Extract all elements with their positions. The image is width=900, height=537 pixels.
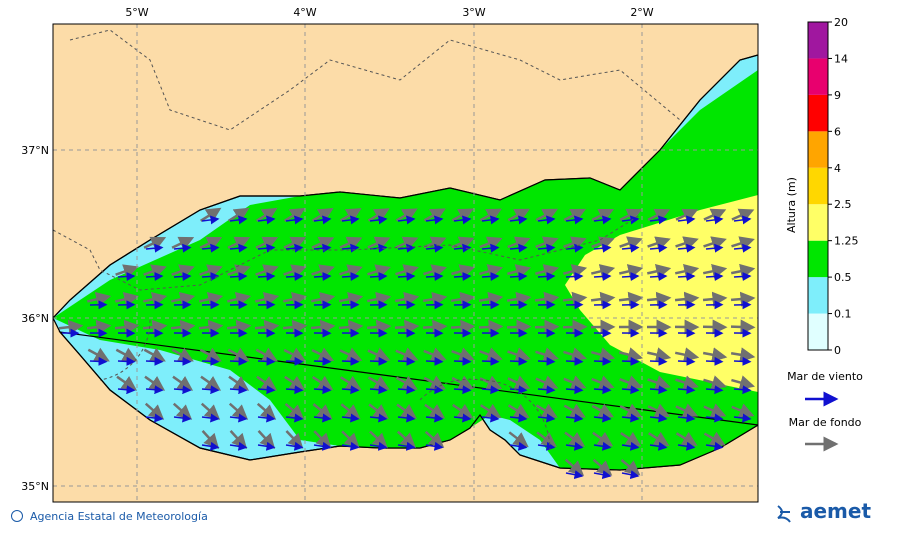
swell-arrow [535, 327, 557, 328]
lon-label: 4°W [293, 6, 316, 19]
colorbar-tick-label: 4 [834, 162, 841, 175]
wind-arrow [426, 276, 442, 277]
colorbar-label: Altura (m) [785, 177, 798, 233]
wind-arrow [174, 361, 190, 362]
colorbar-tick-label: 2.5 [834, 198, 852, 211]
legend-swell: Mar de fondo [789, 416, 862, 429]
wind-arrow [678, 276, 694, 277]
wind-arrow [118, 361, 134, 362]
wind-arrow [286, 361, 302, 362]
wind-arrow [146, 361, 162, 362]
colorbar-band [808, 58, 828, 94]
wind-arrow [398, 276, 414, 277]
colorbar-band [808, 168, 828, 204]
swell-arrow [731, 327, 753, 328]
wind-arrow [678, 361, 694, 362]
swell-arrow [731, 298, 753, 300]
swell-arrow [423, 326, 445, 327]
colorbar-band [808, 277, 828, 313]
wind-arrow [454, 276, 470, 277]
map-area [53, 24, 758, 502]
wind-arrow [258, 361, 274, 362]
wind-arrow [314, 361, 330, 362]
wind-arrow [566, 361, 582, 362]
logo-icon [778, 506, 790, 522]
colorbar-band [808, 131, 828, 167]
colorbar-tick-label: 6 [834, 125, 841, 138]
colorbar-tick-label: 0 [834, 344, 841, 357]
wind-arrow [286, 276, 302, 277]
colorbar-band [808, 241, 828, 277]
lat-label: 35°N [21, 480, 49, 493]
wind-arrow [622, 276, 638, 277]
wind-arrow [594, 361, 610, 362]
lon-labels: 5°W 4°W 3°W 2°W [125, 6, 653, 19]
colorbar-tick-label: 1.25 [834, 235, 859, 248]
colorbar-tick-label: 14 [834, 52, 848, 65]
wind-arrow [342, 361, 358, 362]
wind-arrow [594, 276, 610, 277]
wind-arrow [566, 276, 582, 277]
wind-arrow [258, 276, 274, 277]
wind-arrow [622, 361, 638, 362]
colorbar: 0 0.1 0.5 1.25 2.5 4 6 9 14 20 [808, 16, 859, 357]
colorbar-band [808, 22, 828, 58]
wind-arrow [706, 276, 722, 277]
wind-arrow [314, 276, 330, 277]
wind-arrow [538, 276, 554, 277]
colorbar-tick-label: 20 [834, 16, 848, 29]
swell-arrow [395, 326, 417, 328]
wind-arrow [146, 276, 162, 277]
wind-arrow [230, 276, 246, 277]
colorbar-tick-label: 0.1 [834, 308, 852, 321]
lat-label: 37°N [21, 144, 49, 157]
wind-arrow [370, 276, 386, 277]
wind-arrow [398, 361, 414, 362]
wind-arrow [90, 361, 106, 362]
swell-arrow [479, 327, 501, 328]
wind-arrow [482, 361, 498, 362]
lon-label: 2°W [630, 6, 653, 19]
colorbar-band [808, 314, 828, 350]
colorbar-tick-label: 9 [834, 89, 841, 102]
colorbar-band [808, 204, 828, 240]
wind-arrow [426, 361, 442, 362]
swell-arrow [367, 326, 389, 328]
wind-arrow [734, 361, 750, 362]
wind-arrow [370, 361, 386, 362]
wind-arrow [510, 361, 526, 362]
colorbar-tick-label: 0.5 [834, 271, 852, 284]
wind-arrow [230, 361, 246, 362]
swell-arrow [507, 327, 529, 328]
wind-arrow [118, 276, 134, 277]
wind-arrow [650, 361, 666, 362]
wind-arrow [454, 361, 470, 362]
wind-arrow [706, 361, 722, 362]
wind-arrow [202, 361, 218, 362]
logo: aemet [800, 499, 871, 523]
credit: Agencia Estatal de Meteorología [30, 510, 208, 523]
colorbar-band [808, 95, 828, 131]
lon-label: 5°W [125, 6, 148, 19]
wind-arrow [734, 276, 750, 277]
lat-labels: 37°N 36°N 35°N [21, 144, 49, 493]
wind-arrow [650, 276, 666, 277]
wind-arrow [342, 276, 358, 277]
wind-arrow [510, 276, 526, 277]
wind-arrow [538, 361, 554, 362]
wind-arrow [174, 276, 190, 277]
lat-label: 36°N [21, 312, 49, 325]
swell-arrow [451, 326, 473, 327]
copyright-icon [12, 511, 23, 522]
lon-label: 3°W [462, 6, 485, 19]
legend-wind-sea: Mar de viento [787, 370, 863, 383]
wind-arrow [482, 276, 498, 277]
